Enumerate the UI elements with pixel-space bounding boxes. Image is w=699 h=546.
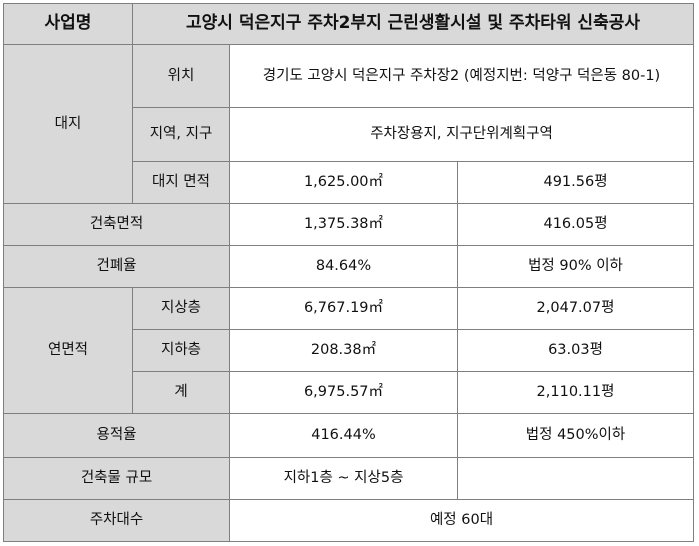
row-site-zone: 지역, 지구 주차장용지, 지구단위계획구역 (4, 107, 695, 162)
row-building-area: 건축면적 1,375.38㎡ 416.05평 (3, 203, 695, 246)
zone-label: 지역, 지구 (132, 107, 230, 162)
zone-value: 주차장용지, 지구단위계획구역 (228, 107, 695, 162)
below-ground-pyeong: 63.03평 (456, 329, 695, 372)
location-value: 경기도 고양시 덕은지구 주차장2 (예정지번: 덕양구 덕은동 80-1) (228, 44, 695, 108)
far-value: 416.44% (229, 413, 458, 458)
floor-area-label: 연면적 (3, 287, 133, 414)
building-area-pyeong: 416.05평 (456, 203, 695, 246)
scale-empty-cell (456, 457, 695, 500)
row-far: 용적율 416.44% 법정 450%이하 (3, 413, 695, 458)
project-name-label: 사업명 (3, 3, 133, 45)
parking-value: 예정 60대 (228, 499, 695, 542)
building-area-label: 건축면적 (3, 203, 230, 246)
row-project-name: 사업명 고양시 덕은지구 주차2부지 근린생활시설 및 주차타워 신축공사 (3, 3, 695, 45)
coverage-legal: 법정 90% 이하 (456, 245, 695, 288)
scale-value: 지하1층 ~ 지상5층 (229, 457, 458, 500)
row-scale: 건축물 규모 지하1층 ~ 지상5층 (3, 457, 695, 500)
coverage-label: 건폐율 (3, 245, 230, 288)
total-label: 계 (132, 371, 230, 414)
row-parking: 주차대수 예정 60대 (3, 499, 695, 542)
above-ground-label: 지상층 (132, 287, 230, 330)
total-sqm: 6,975.57㎡ (229, 371, 458, 414)
project-name-value: 고양시 덕은지구 주차2부지 근린생활시설 및 주차타워 신축공사 (131, 3, 695, 45)
project-spec-table: 사업명 고양시 덕은지구 주차2부지 근린생활시설 및 주차타워 신축공사 대지… (3, 3, 695, 542)
row-floor-above: 연면적 지상층 6,767.19㎡ 2,047.07평 (3, 287, 695, 414)
coverage-value: 84.64% (229, 245, 458, 288)
far-label: 용적율 (3, 413, 230, 458)
row-site-area: 대지 면적 1,625.00㎡ 491.56평 (4, 161, 695, 204)
row-site-location: 대지 위치 경기도 고양시 덕은지구 주차장2 (예정지번: 덕양구 덕은동 8… (3, 44, 695, 204)
total-pyeong: 2,110.11평 (456, 371, 695, 414)
below-ground-label: 지하층 (132, 329, 230, 372)
scale-label: 건축물 규모 (3, 457, 230, 500)
row-floor-below: 지하층 208.38㎡ 63.03평 (4, 329, 695, 372)
site-area-pyeong: 491.56평 (456, 161, 695, 204)
location-label: 위치 (132, 44, 230, 108)
building-area-sqm: 1,375.38㎡ (229, 203, 458, 246)
far-legal: 법정 450%이하 (456, 413, 695, 458)
above-ground-sqm: 6,767.19㎡ (229, 287, 458, 330)
site-area-label: 대지 면적 (132, 161, 230, 204)
parking-label: 주차대수 (3, 499, 230, 542)
row-coverage: 건폐율 84.64% 법정 90% 이하 (3, 245, 695, 288)
site-area-sqm: 1,625.00㎡ (229, 161, 458, 204)
site-label: 대지 (3, 44, 133, 204)
above-ground-pyeong: 2,047.07평 (456, 287, 695, 330)
below-ground-sqm: 208.38㎡ (229, 329, 458, 372)
row-floor-total: 계 6,975.57㎡ 2,110.11평 (4, 371, 695, 414)
